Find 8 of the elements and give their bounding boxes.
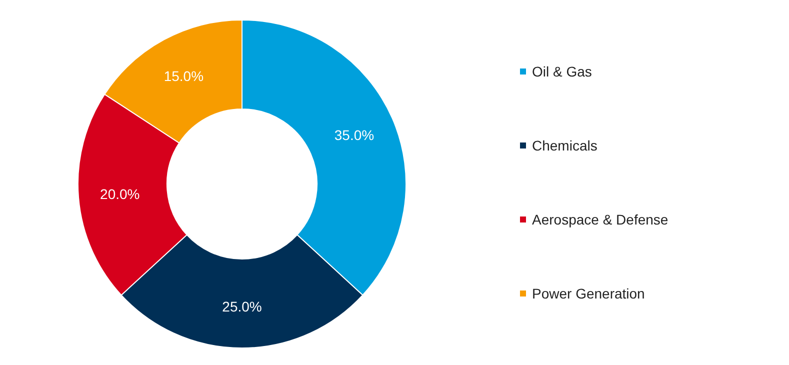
legend-label: Power Generation — [532, 286, 645, 302]
data-label: 20.0% — [100, 186, 140, 202]
data-label: 35.0% — [334, 126, 374, 143]
legend-label: Oil & Gas — [532, 64, 592, 80]
legend-label: Aerospace & Defense — [532, 212, 668, 228]
legend-label: Chemicals — [532, 138, 598, 154]
data-label: 15.0% — [164, 68, 204, 84]
data-label: 25.0% — [222, 298, 262, 315]
